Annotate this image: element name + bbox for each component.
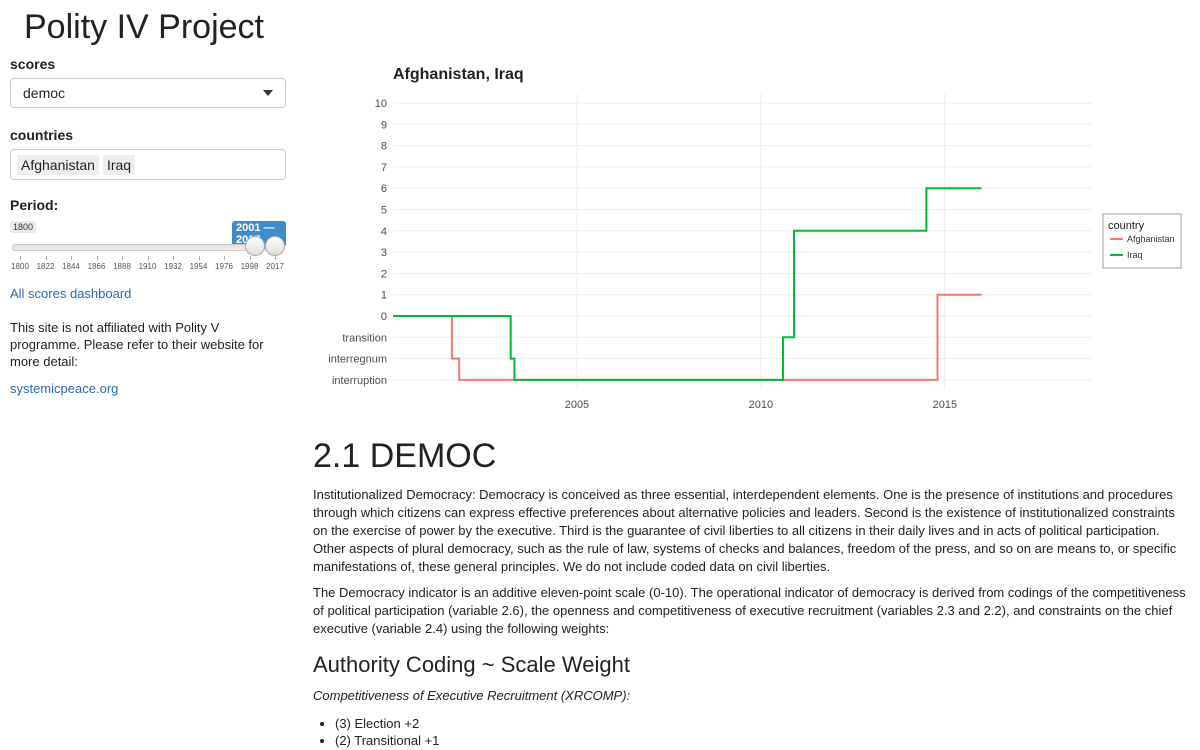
countries-label: countries bbox=[10, 127, 74, 143]
slider-tick-label: 1932 bbox=[164, 262, 182, 271]
scores-select[interactable]: democ bbox=[10, 78, 286, 108]
slider-tick-label: 1844 bbox=[62, 262, 80, 271]
xrcomp-label: Competitiveness of Executive Recruitment… bbox=[313, 688, 631, 703]
y-tick-label: transition bbox=[342, 332, 387, 344]
systemicpeace-link[interactable]: systemicpeace.org bbox=[10, 381, 119, 396]
y-tick-label: 2 bbox=[381, 268, 387, 280]
xrcomp-list: (3) Election +2 (2) Transitional +1 bbox=[313, 715, 1189, 749]
y-tick-label: 5 bbox=[381, 205, 387, 217]
list-item: (2) Transitional +1 bbox=[335, 732, 1189, 749]
y-tick-label: 1 bbox=[381, 290, 387, 302]
sidebar: scores democ countries Afghanistan Iraq … bbox=[10, 56, 286, 398]
slider-tick-mark bbox=[71, 256, 72, 260]
y-tick-label: interruption bbox=[332, 375, 387, 387]
y-tick-label: 6 bbox=[381, 183, 387, 195]
slider-tick-label: 1822 bbox=[36, 262, 55, 271]
y-tick-label: 8 bbox=[381, 141, 387, 153]
y-tick-label: interregnum bbox=[328, 354, 387, 366]
country-tag-afghanistan[interactable]: Afghanistan bbox=[17, 154, 99, 175]
series-line-iraq bbox=[393, 187, 982, 381]
period-slider[interactable]: 1800 2001 — 2017 18001822184418661888191… bbox=[10, 219, 286, 271]
legend-label: Iraq bbox=[1127, 250, 1143, 260]
slider-tick-mark bbox=[173, 256, 174, 260]
legend-label: Afghanistan bbox=[1127, 234, 1175, 244]
x-tick-label: 2015 bbox=[933, 399, 957, 411]
app-title: Polity IV Project bbox=[24, 8, 264, 46]
subsection-title: Authority Coding ~ Scale Weight bbox=[313, 652, 630, 677]
x-tick-label: 2005 bbox=[565, 399, 589, 411]
all-scores-dashboard-link[interactable]: All scores dashboard bbox=[10, 286, 132, 301]
period-min-badge: 1800 bbox=[10, 221, 37, 233]
countries-input[interactable]: Afghanistan Iraq bbox=[10, 149, 286, 180]
legend-box bbox=[1102, 213, 1182, 269]
slider-tick-label: 1888 bbox=[113, 262, 131, 271]
x-tick-label: 2010 bbox=[749, 399, 773, 411]
country-tag-iraq[interactable]: Iraq bbox=[102, 154, 136, 175]
slider-tick-mark bbox=[275, 256, 276, 260]
slider-tick-mark bbox=[147, 256, 149, 260]
slider-tick-mark bbox=[45, 256, 47, 260]
period-label: Period: bbox=[10, 197, 59, 213]
slider-tick-mark bbox=[122, 256, 123, 260]
slider-tick-label: 2017 bbox=[266, 262, 284, 271]
chevron-down-icon bbox=[263, 90, 273, 96]
slider-tick-label: 1976 bbox=[215, 262, 233, 271]
slider-track[interactable] bbox=[12, 244, 276, 251]
slider-tick-label: 1800 bbox=[11, 262, 29, 271]
slider-tick-label: 1866 bbox=[87, 262, 106, 271]
main-content: 2.1 DEMOC Institutionalized Democracy: D… bbox=[313, 437, 1189, 749]
series-line-afghanistan bbox=[393, 293, 982, 381]
slider-tick-label: 1954 bbox=[189, 262, 208, 271]
y-tick-label: 3 bbox=[381, 247, 387, 259]
scores-select-value: democ bbox=[23, 85, 66, 101]
democ-indicator-description: The Democracy indicator is an additive e… bbox=[313, 585, 1186, 636]
slider-tick-mark bbox=[224, 256, 225, 260]
list-item: (3) Election +2 bbox=[335, 715, 1189, 732]
polity-score-chart: interruption interregnum transition 0 1 2 3 4 5 6… bbox=[328, 94, 1182, 411]
affiliation-note: This site is not affiliated with Polity … bbox=[10, 320, 264, 369]
y-tick-label: 10 bbox=[375, 98, 387, 110]
slider-tick-label: 1910 bbox=[138, 262, 157, 271]
slider-tick-mark bbox=[20, 256, 21, 260]
slider-tick-mark bbox=[249, 256, 251, 260]
y-tick-label: 0 bbox=[381, 311, 387, 323]
y-tick-label: 7 bbox=[381, 162, 387, 174]
slider-tick-mark bbox=[198, 256, 200, 260]
y-tick-label: 9 bbox=[381, 119, 387, 131]
y-tick-label: 4 bbox=[381, 226, 387, 238]
slider-tick-label: 1998 bbox=[240, 262, 259, 271]
scores-label: scores bbox=[10, 56, 56, 72]
democ-description: Institutionalized Democracy: Democracy i… bbox=[313, 487, 1177, 574]
chart-title: Afghanistan, Iraq bbox=[393, 66, 524, 83]
slider-handle-to[interactable] bbox=[265, 236, 285, 256]
slider-tick-mark bbox=[96, 256, 98, 260]
slider-handle-from[interactable] bbox=[245, 236, 265, 256]
legend-title: country bbox=[1108, 220, 1145, 232]
section-title: 2.1 DEMOC bbox=[313, 437, 497, 475]
